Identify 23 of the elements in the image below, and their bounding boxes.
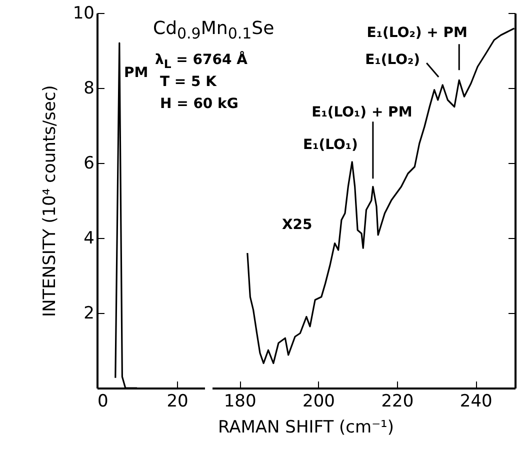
- x-tick-label: 200: [302, 392, 335, 412]
- y-tick-label: 2: [84, 304, 94, 324]
- x-tick-label: 180: [224, 392, 256, 412]
- y-tick-label: 8: [84, 78, 94, 98]
- x-tick-label: 20: [166, 392, 188, 412]
- x-tick-label: 0: [98, 392, 108, 412]
- annotation: T = 5 K: [160, 74, 216, 90]
- annotation: E₁(LO₁): [303, 137, 358, 153]
- y-tick-label: 6: [84, 154, 94, 174]
- annotation: E₁(LO₂) + PM: [366, 25, 468, 42]
- x-axis-title: RAMAN SHIFT (cm⁻¹): [218, 418, 394, 438]
- annotation: Cd$_{0.9}$Mn$_{0.1}$Se: [153, 18, 274, 43]
- x-tick-label: 220: [381, 392, 414, 412]
- annotation: H = 60 kG: [160, 96, 238, 112]
- annotation: X25: [282, 217, 312, 233]
- y-axis-title: INTENSITY (10⁴ counts/sec): [40, 85, 60, 317]
- x-tick-label: 240: [460, 392, 492, 412]
- annotation: PM: [124, 65, 148, 81]
- annotation: E₁(LO₁) + PM: [312, 104, 412, 121]
- annotation: λ$_{L}$ = 6764 Å: [155, 52, 248, 71]
- annotation: E₁(LO₂): [365, 52, 420, 68]
- y-tick-label: 4: [84, 228, 94, 248]
- y-tick-label: 10: [72, 4, 94, 24]
